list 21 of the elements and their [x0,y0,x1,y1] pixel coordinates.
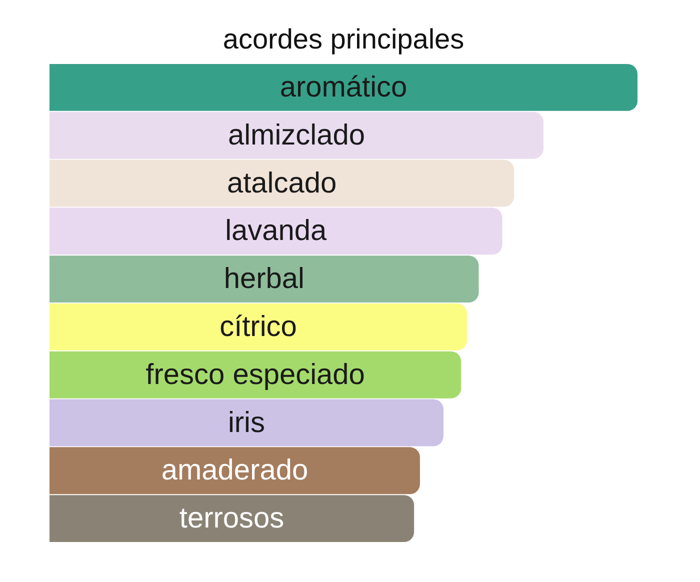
bar [50,351,462,398]
bar [50,160,514,207]
y-tick-label: lavanda [225,215,328,248]
y-tick-label: atalcado [226,167,337,200]
y-tick-label: fresco especiado [146,358,365,391]
bar [50,399,444,446]
bar [50,208,502,255]
y-tick-label: almizclado [228,119,365,152]
chart-title: acordes principales [222,24,464,54]
y-tick-label: iris [228,406,266,439]
bar [50,64,638,111]
bar [50,447,420,494]
y-tick-label: aromático [280,71,408,104]
y-tick-label: herbal [224,263,304,296]
bar [50,256,479,303]
y-tick-label: terrosos [179,502,284,535]
y-tick-label: cítrico [220,310,297,343]
y-tick-label: amaderado [161,454,308,487]
bar [50,112,544,159]
bar [50,303,467,350]
bar [50,495,414,542]
